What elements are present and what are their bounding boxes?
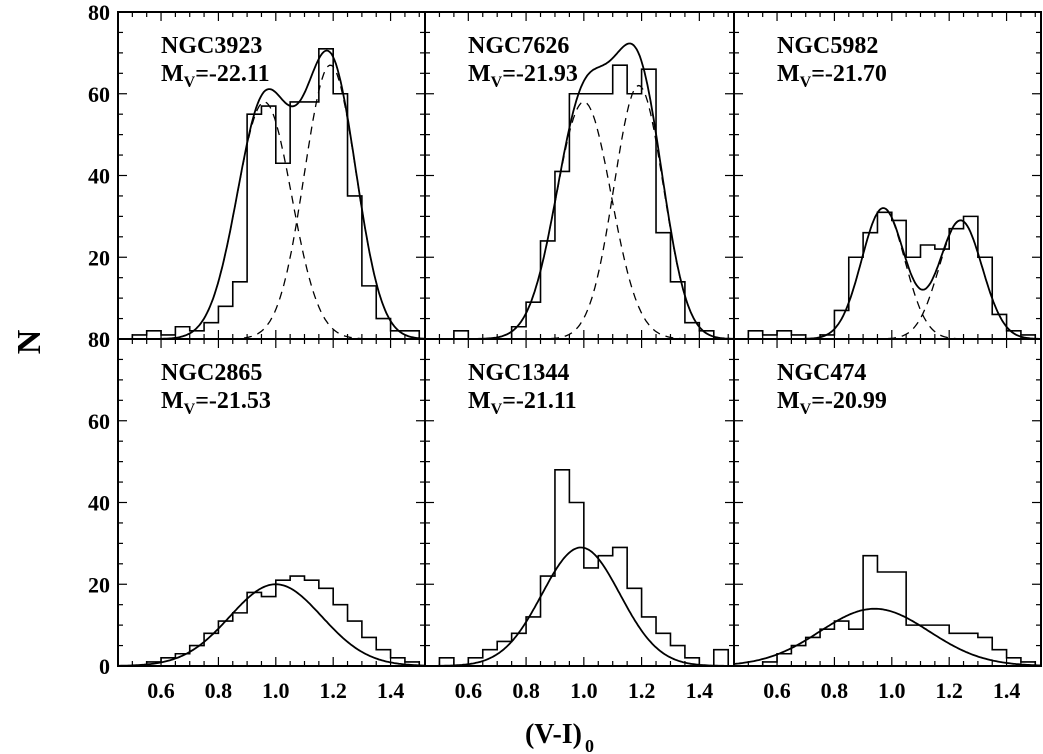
panel-title: NGC2865 xyxy=(161,360,262,386)
histogram-ngc474 xyxy=(734,554,1041,667)
panel-title: NGC474 xyxy=(777,360,866,386)
x-axis-label-main: (V-I) xyxy=(525,719,582,750)
x-tick-label: 0.8 xyxy=(821,678,849,703)
x-tick-label: 0.6 xyxy=(147,678,175,703)
x-tick-label: 1.0 xyxy=(570,678,598,703)
histogram-ngc1344 xyxy=(425,469,734,667)
panel-title: NGC3923 xyxy=(161,33,262,59)
panel-magnitude: MV=-21.11 xyxy=(468,388,577,418)
fit-component-ngc3923 xyxy=(118,101,425,340)
x-tick-label: 1.4 xyxy=(377,678,405,703)
y-axis-label: N xyxy=(11,329,48,354)
y-tick-label: 60 xyxy=(88,82,110,107)
y-tick-label: 80 xyxy=(88,0,110,25)
x-axis-label-sub: 0 xyxy=(585,736,594,754)
x-tick-label: 1.2 xyxy=(628,678,656,703)
x-tick-label: 0.6 xyxy=(763,678,791,703)
x-tick-label: 1.0 xyxy=(878,678,906,703)
fit-component-ngc3923 xyxy=(118,64,426,340)
histogram-ngc7626 xyxy=(425,64,734,340)
fit-total-ngc3923 xyxy=(118,49,426,340)
fit-component-ngc5982 xyxy=(734,207,1041,340)
fit-total-ngc2865 xyxy=(118,583,426,667)
panel-title: NGC5982 xyxy=(777,33,878,59)
panel-title: NGC7626 xyxy=(468,33,569,59)
panel-magnitude: MV=-20.99 xyxy=(777,388,887,418)
x-tick-label: 1.4 xyxy=(993,678,1021,703)
x-tick-label: 1.4 xyxy=(686,678,714,703)
y-tick-label: 60 xyxy=(88,409,110,434)
y-tick-label: 20 xyxy=(88,572,110,597)
fit-total-ngc474 xyxy=(733,607,1042,667)
y-tick-label: 0 xyxy=(99,327,110,352)
fit-total-ngc7626 xyxy=(425,42,735,340)
fit-total-ngc1344 xyxy=(425,546,734,667)
y-tick-label: 40 xyxy=(88,491,110,516)
panel-magnitude: MV=-22.11 xyxy=(161,61,270,91)
y-tick-label: 40 xyxy=(88,164,110,189)
y-tick-label: 0 xyxy=(99,654,110,679)
fit-component-ngc5982 xyxy=(734,219,1041,340)
panel-magnitude: MV=-21.53 xyxy=(161,388,271,418)
histogram-ngc2865 xyxy=(118,575,425,667)
x-tick-label: 1.2 xyxy=(935,678,963,703)
x-tick-label: 0.6 xyxy=(455,678,483,703)
x-tick-label: 1.0 xyxy=(262,678,290,703)
fit-total-ngc5982 xyxy=(734,207,1041,340)
x-tick-label: 0.8 xyxy=(512,678,540,703)
panel-magnitude: MV=-21.70 xyxy=(777,61,887,91)
panel-magnitude: MV=-21.93 xyxy=(468,61,578,91)
x-tick-label: 0.8 xyxy=(205,678,233,703)
histogram-ngc5982 xyxy=(734,211,1041,340)
x-tick-label: 1.2 xyxy=(319,678,347,703)
y-tick-label: 80 xyxy=(88,327,110,352)
panel-title: NGC1344 xyxy=(468,360,569,386)
x-axis-label: (V-I) 0 xyxy=(525,719,594,754)
fit-component-ngc7626 xyxy=(425,84,735,340)
y-tick-label: 20 xyxy=(88,245,110,270)
